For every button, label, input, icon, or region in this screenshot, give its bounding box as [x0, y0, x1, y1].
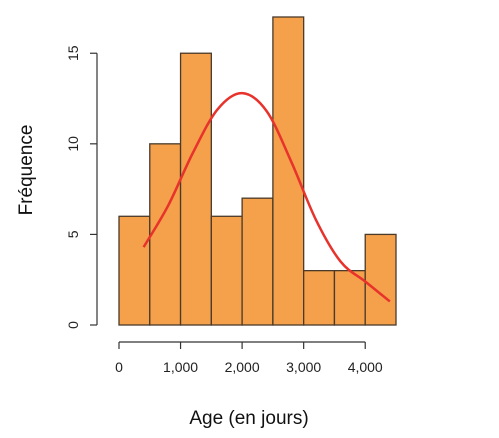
- y-axis-title: Fréquence: [16, 125, 37, 216]
- histogram-bar-1: [118, 215, 151, 326]
- y-tick-label-10: 10: [65, 136, 81, 152]
- x-tick-label-0: 0: [115, 359, 123, 375]
- histogram-bar-2: [149, 143, 182, 326]
- histogram-bar-4: [210, 215, 243, 326]
- density-curve: [142, 91, 391, 303]
- histogram-bar-5: [241, 197, 274, 326]
- histogram-bar-7: [303, 269, 336, 326]
- y-tick-label-15: 15: [65, 45, 81, 61]
- x-tick-label-3000: 3,000: [286, 359, 321, 375]
- x-tick-label-2000: 2,000: [225, 359, 260, 375]
- x-axis: 0 1,000 2,000 3,000 4,000: [115, 341, 383, 375]
- histogram-bar-9: [364, 233, 397, 326]
- histogram-bar-6: [272, 16, 305, 326]
- x-axis-title: Age (en jours): [189, 408, 308, 429]
- y-tick-label-0: 0: [65, 321, 81, 329]
- histogram-bar-8: [333, 269, 366, 326]
- histogram-bars: [118, 16, 397, 326]
- histogram-bar-3: [179, 52, 212, 326]
- y-axis: 0 5 10 15: [65, 45, 98, 329]
- y-tick-label-5: 5: [65, 230, 81, 238]
- x-tick-label-4000: 4,000: [348, 359, 383, 375]
- x-tick-label-1000: 1,000: [163, 359, 198, 375]
